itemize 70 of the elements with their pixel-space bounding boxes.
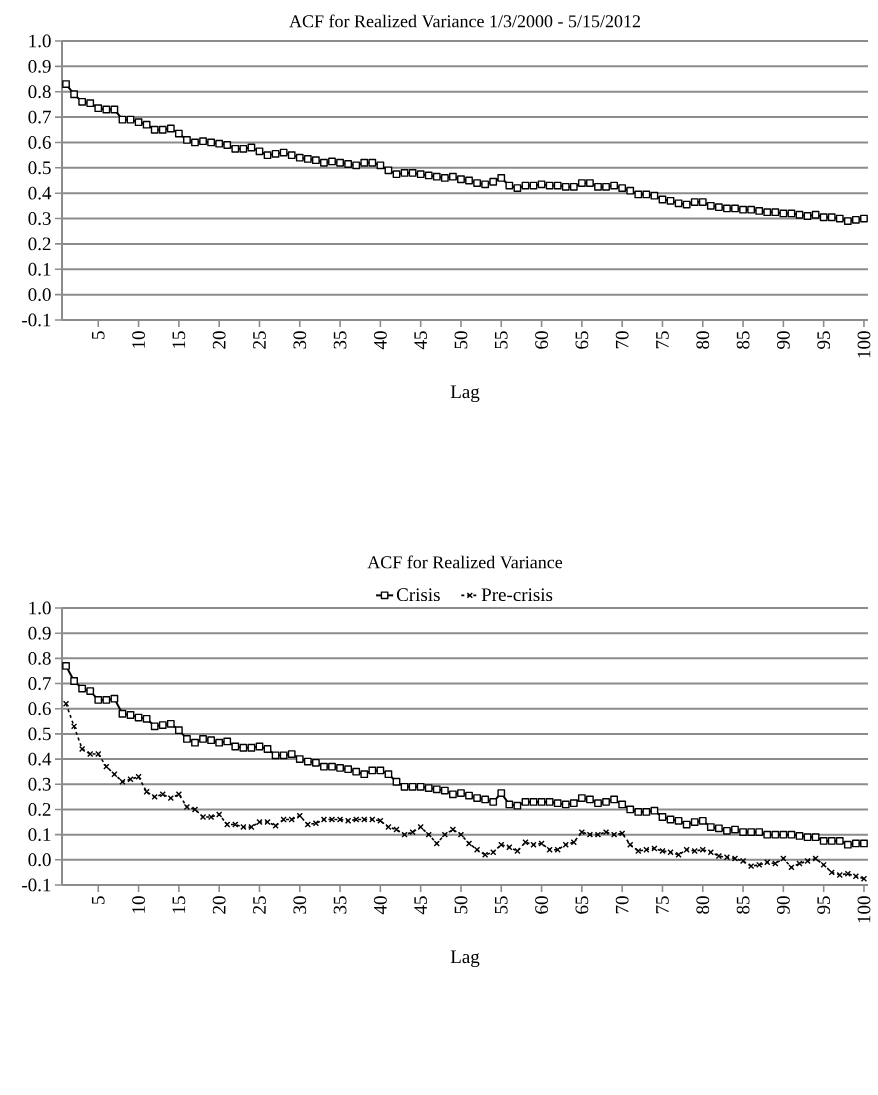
x-tick-label: 35	[333, 331, 347, 349]
x-tick-label: 25	[253, 896, 266, 914]
x-tick-label: 70	[615, 331, 629, 349]
x-tick-label: 60	[535, 896, 548, 914]
x-tick-label: 35	[333, 896, 347, 914]
y-tick-label: -0.1	[22, 313, 51, 327]
y-tick-label: 0.3	[28, 212, 51, 225]
y-tick-label: 0.6	[28, 136, 51, 149]
y-tick-label: 0.0	[28, 288, 51, 302]
x-axis-title: Lag	[450, 950, 480, 968]
x-tick-label: 40	[373, 896, 387, 915]
y-tick-label: 0.1	[28, 262, 51, 276]
x-tick-label: 45	[414, 896, 428, 915]
x-tick-label: 65	[575, 331, 589, 349]
x-tick-label: 85	[736, 331, 750, 349]
x-tick-label: 30	[293, 896, 307, 914]
y-tick-label: 0.8	[28, 651, 51, 665]
x-tick-label: 100	[857, 331, 871, 358]
x-tick-label: 25	[253, 331, 266, 349]
y-tick-label: 0.9	[28, 626, 51, 640]
x-tick-label: 10	[132, 331, 145, 348]
x-tick-label: 10	[132, 896, 145, 913]
y-tick-label: 1.0	[29, 34, 51, 48]
y-tick-label: 0.2	[28, 237, 51, 251]
y-tick-label: 0.1	[28, 828, 51, 842]
x-tick-label: 50	[454, 331, 468, 349]
x-tick-label: 45	[414, 331, 428, 350]
y-tick-label: 0.7	[28, 677, 51, 690]
y-tick-label: -0.1	[22, 878, 51, 892]
y-tick-label: 0.8	[28, 85, 51, 99]
x-tick-label: 85	[736, 896, 750, 914]
x-tick-label: 50	[454, 896, 468, 914]
chart-title: ACF for Realized Variance 1/3/2000 - 5/15/2012	[289, 14, 640, 28]
legend-label: Pre-crisis	[481, 588, 553, 602]
x-axis-title: Lag	[450, 385, 480, 403]
x-tick-label: 80	[696, 896, 710, 914]
x-tick-label: 30	[293, 331, 307, 349]
x-tick-label: 100	[857, 896, 871, 923]
x-tick-label: 55	[494, 331, 508, 349]
x-tick-label: 5	[91, 331, 105, 339]
y-tick-label: 0.9	[28, 59, 51, 73]
y-tick-label: 0.7	[28, 110, 51, 124]
y-tick-label: 0.5	[28, 727, 51, 741]
x-tick-label: 60	[535, 331, 548, 349]
y-tick-label: 0.2	[28, 803, 51, 816]
y-tick-label: 0.6	[28, 702, 51, 716]
y-tick-label: 0.4	[28, 186, 52, 200]
x-tick-label: 40	[373, 331, 387, 350]
x-tick-label: 15	[172, 896, 186, 913]
x-tick-label: 15	[172, 331, 186, 348]
x-tick-label: 20	[212, 331, 226, 349]
x-tick-label: 75	[656, 331, 669, 349]
x-tick-label: 5	[91, 896, 105, 904]
legend-label: Crisis	[396, 588, 440, 602]
x-tick-label: 80	[696, 331, 710, 349]
x-tick-label: 75	[656, 896, 669, 914]
y-tick-label: 0.3	[28, 777, 51, 791]
x-tick-label: 70	[615, 896, 629, 914]
chart-title: ACF for Realized Variance	[367, 555, 563, 569]
x-tick-label: 95	[817, 331, 831, 349]
x-tick-label: 65	[575, 896, 589, 914]
x-tick-label: 20	[212, 896, 226, 914]
x-tick-label: 55	[494, 896, 508, 914]
x-tick-label: 90	[776, 331, 790, 349]
y-tick-label: 0.0	[28, 853, 51, 867]
y-tick-label: 0.4	[28, 752, 52, 766]
y-tick-label: 0.5	[28, 161, 51, 175]
x-tick-label: 95	[817, 896, 831, 914]
y-tick-label: 1.0	[29, 601, 51, 615]
x-tick-label: 90	[776, 896, 790, 914]
